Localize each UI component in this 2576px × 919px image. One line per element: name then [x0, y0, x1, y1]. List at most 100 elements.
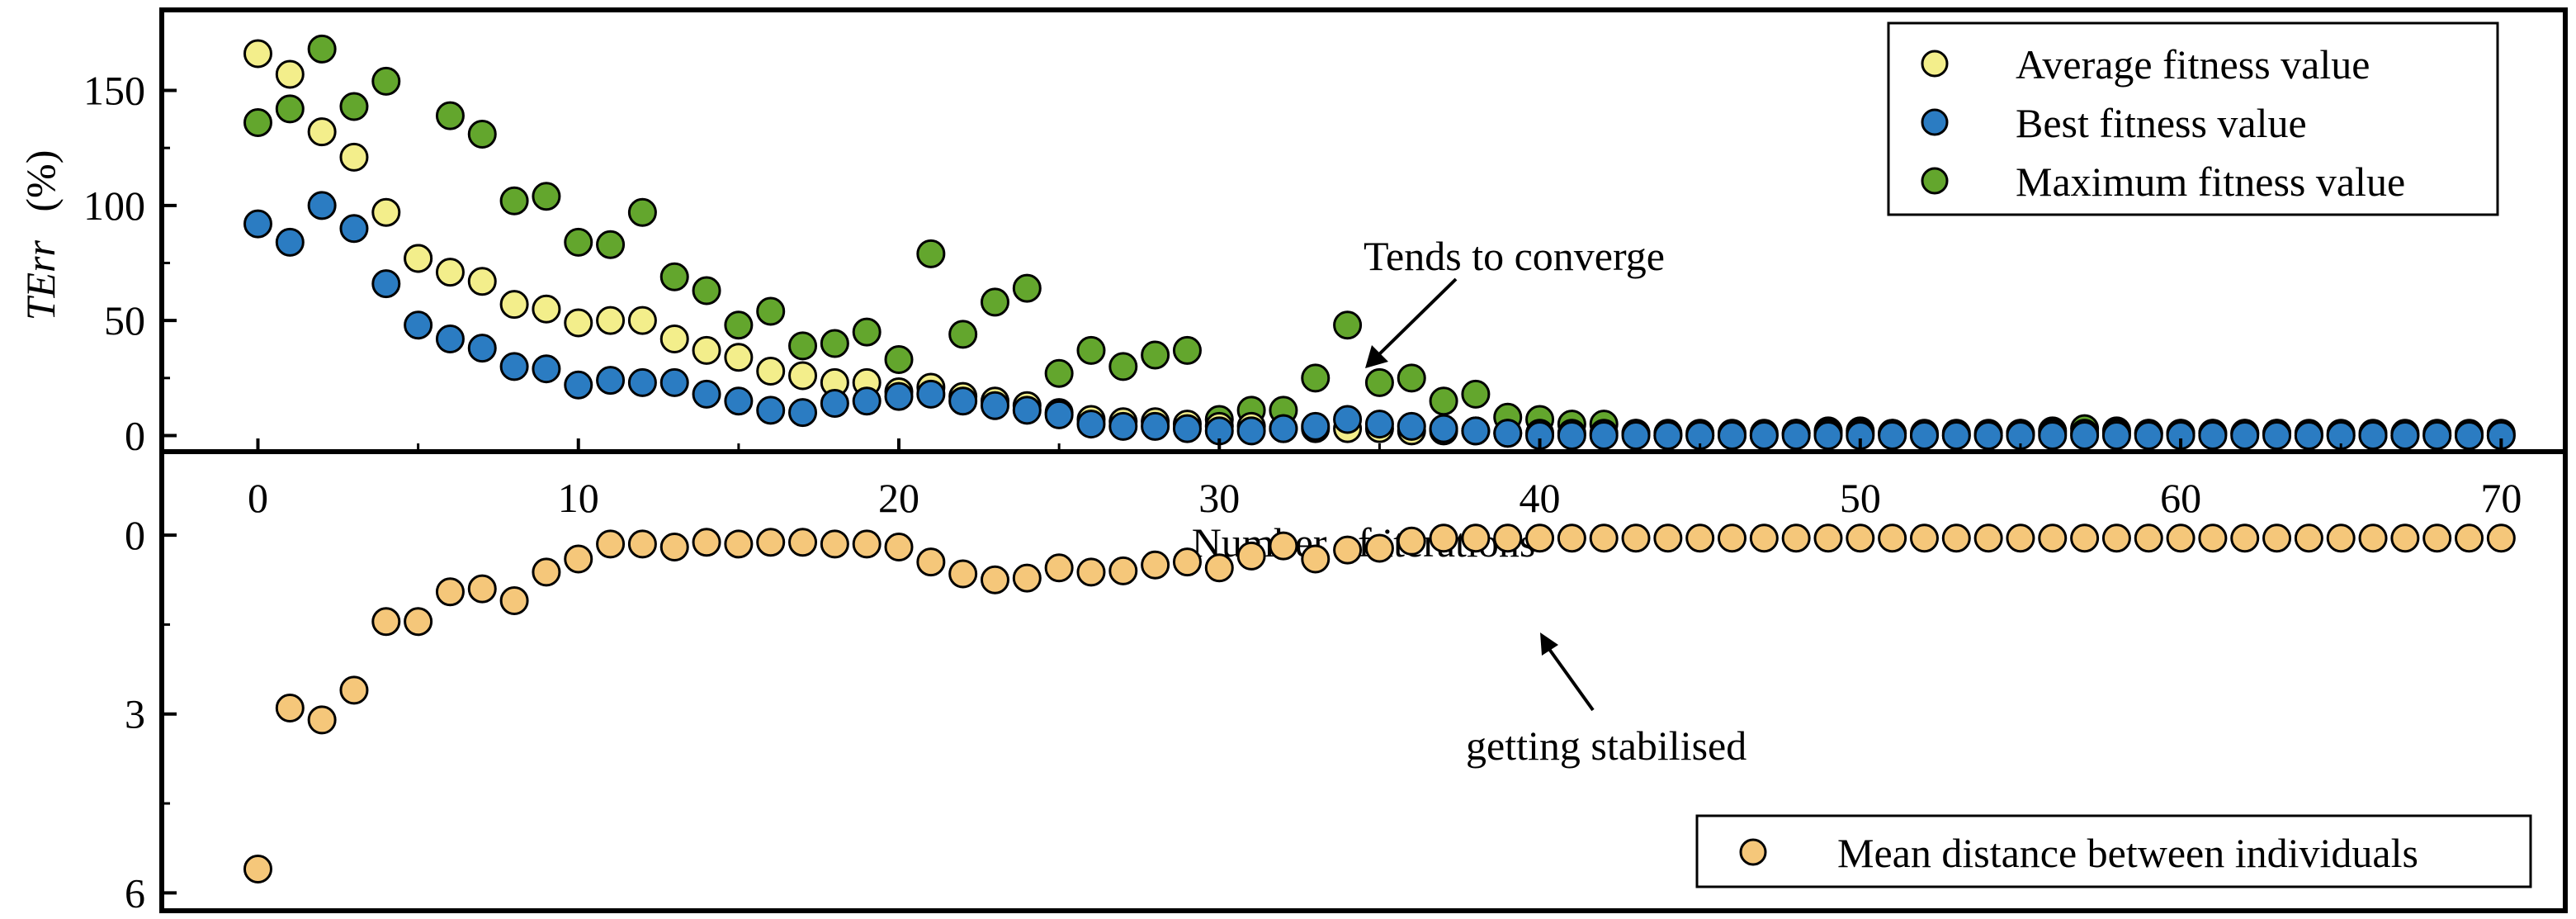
point-mean-distance — [2326, 523, 2356, 553]
point-best — [1141, 411, 1170, 441]
point-mean-distance — [404, 607, 433, 637]
point-best — [404, 310, 433, 340]
point-best — [2358, 420, 2388, 450]
point-average — [404, 244, 433, 273]
point-best — [2422, 420, 2452, 450]
x-tick-labels: 0 10 20 30 40 50 60 70 — [248, 438, 2522, 521]
point-best — [820, 388, 849, 418]
point-maximum — [1172, 335, 1202, 365]
annotation-arrowhead-converge — [1365, 345, 1388, 368]
top-panel: 0 50 100 150 TErr (%) Tends to converge Ave… — [17, 7, 2568, 459]
legend-marker-mean-distance — [1739, 838, 1767, 866]
point-best — [1236, 416, 1266, 446]
point-mean-distance — [371, 607, 401, 637]
point-best — [2198, 420, 2228, 450]
point-average — [788, 361, 818, 391]
annotation-arrow-stabilised — [1545, 644, 1595, 712]
point-best — [1108, 411, 1138, 441]
point-mean-distance — [1846, 523, 1875, 553]
point-average — [339, 142, 369, 172]
bottom-y-tick-label: 0 — [125, 512, 145, 558]
point-maximum — [1301, 363, 1331, 393]
point-mean-distance — [2358, 523, 2388, 553]
point-maximum — [724, 310, 754, 340]
x-tick-label: 60 — [2160, 475, 2201, 521]
legend-label-best: Best fitness value — [2016, 100, 2307, 146]
point-mean-distance — [1108, 556, 1138, 585]
point-best — [2038, 420, 2068, 450]
point-average — [532, 294, 561, 324]
point-mean-distance — [2166, 523, 2196, 553]
point-best — [916, 379, 946, 409]
point-mean-distance — [724, 529, 754, 559]
x-tick-label: 10 — [558, 475, 599, 521]
point-best — [884, 381, 914, 411]
point-average — [307, 117, 337, 147]
point-mean-distance — [1236, 541, 1266, 571]
point-maximum — [371, 66, 401, 96]
point-best — [339, 214, 369, 244]
point-mean-distance — [1012, 563, 1042, 593]
point-best — [564, 370, 593, 400]
top-y-tick-labels: 0 50 100 150 — [83, 68, 145, 459]
point-best — [1269, 414, 1298, 443]
point-mean-distance — [1685, 523, 1715, 553]
point-mean-distance — [948, 559, 978, 589]
point-best — [467, 334, 497, 363]
point-mean-distance — [1044, 553, 1074, 583]
point-maximum — [916, 239, 946, 268]
point-best — [1172, 414, 1202, 443]
point-average — [243, 39, 272, 69]
point-mean-distance — [980, 565, 1009, 595]
y-axis-label-variable: TErr — [17, 240, 64, 321]
point-mean-distance — [1878, 523, 1907, 553]
point-best — [1301, 411, 1331, 441]
point-best — [2134, 420, 2163, 450]
legend-marker-maximum — [1921, 167, 1949, 195]
point-mean-distance — [1076, 557, 1106, 587]
point-mean-distance — [2390, 523, 2420, 553]
bottom-legend-box — [1695, 814, 2532, 888]
legend-label-maximum: Maximum fitness value — [2016, 159, 2405, 205]
legend-label-mean-distance: Mean distance between individuals — [1837, 830, 2418, 876]
point-mean-distance — [435, 577, 465, 607]
point-maximum — [1364, 367, 1394, 397]
point-best — [1813, 420, 1843, 450]
top-legend: Average fitness value Best fitness value… — [1887, 21, 2499, 216]
top-y-axis-label: TErr (%) — [17, 150, 64, 321]
x-tick-label: 40 — [1520, 475, 1561, 521]
point-maximum — [435, 101, 465, 130]
bottom-y-tick-labels: 0 3 6 — [125, 512, 145, 916]
point-best — [1909, 420, 1939, 450]
point-maximum — [275, 94, 305, 124]
top-legend-box — [1887, 21, 2499, 216]
point-mean-distance — [339, 675, 369, 705]
point-best — [1012, 396, 1042, 425]
bottom-plot-frame — [159, 449, 2568, 913]
point-mean-distance — [1813, 523, 1843, 553]
point-best — [2262, 420, 2292, 450]
point-mean-distance — [243, 854, 272, 883]
point-mean-distance — [1493, 523, 1523, 553]
point-best — [2101, 420, 2131, 450]
point-best — [1364, 410, 1394, 439]
point-mean-distance — [884, 533, 914, 562]
top-y-tick-label: 0 — [125, 412, 145, 458]
point-maximum — [339, 92, 369, 121]
point-mean-distance — [2294, 523, 2323, 553]
annotation-arrow-converge — [1377, 277, 1458, 357]
point-mean-distance — [1141, 550, 1170, 580]
point-maximum — [1461, 379, 1491, 409]
point-mean-distance — [2262, 523, 2292, 553]
point-maximum — [564, 227, 593, 257]
top-y-tick-label: 50 — [104, 297, 145, 343]
point-best — [499, 352, 529, 381]
point-mean-distance — [275, 693, 305, 722]
point-mean-distance — [2486, 523, 2516, 553]
x-tick-label: 30 — [1198, 475, 1240, 521]
point-best — [788, 398, 818, 428]
point-mean-distance — [1525, 523, 1555, 553]
point-best — [724, 386, 754, 416]
point-average — [467, 267, 497, 296]
point-mean-distance — [532, 557, 561, 587]
